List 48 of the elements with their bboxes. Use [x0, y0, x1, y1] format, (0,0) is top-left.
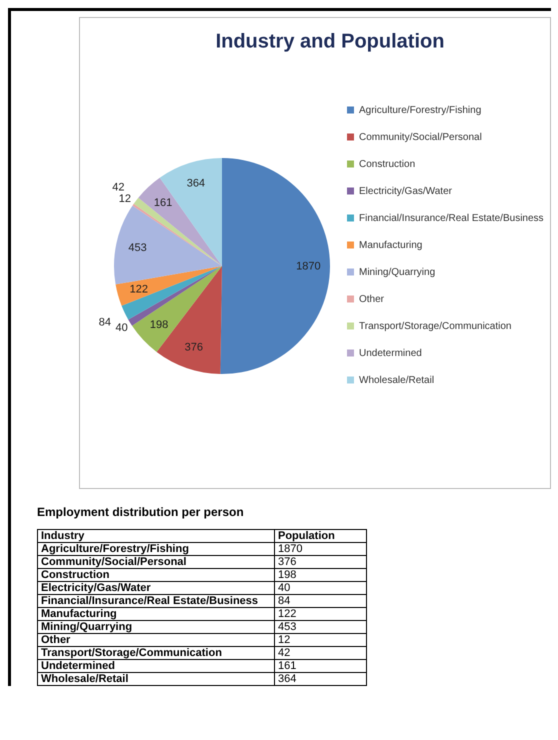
data-label: 1870 [296, 260, 321, 273]
category-label: Mining/Quarrying [38, 620, 274, 634]
data-label: 40 [115, 322, 128, 334]
category-label: Transport/Storage/Communication [38, 646, 274, 660]
data-label: 40 [274, 582, 366, 594]
data-label: 453 [274, 620, 366, 634]
data-label: 161 [154, 196, 172, 209]
category-label: Electricity/Gas/Water [38, 582, 274, 594]
text: Industry [38, 530, 274, 542]
data-label: 198 [150, 319, 168, 332]
legend-label: Wholesale/Retail [359, 374, 434, 386]
data-label: 364 [186, 178, 206, 190]
legend-label: Other [359, 294, 385, 305]
legend-label: Financial/Insurance/Real Estate/Business [359, 212, 544, 224]
data-label: 198 [274, 568, 366, 582]
category-label: Financial/Insurance/Real Estate/Business [38, 594, 274, 608]
legend-label: Undetermined [359, 348, 422, 359]
data-label: 453 [128, 242, 147, 254]
category-label: Undetermined [38, 660, 274, 672]
legend-label: Construction [359, 158, 416, 170]
data-label: 122 [130, 283, 148, 296]
category-label: Community/Social/Personal [38, 556, 274, 568]
legend-label: Community/Social/Personal [359, 132, 482, 143]
data-label: 42 [112, 181, 125, 194]
data-label: 42 [274, 646, 366, 660]
legend-label: Manufacturing [359, 240, 422, 251]
data-label: 364 [274, 672, 366, 686]
data-label: 84 [98, 316, 111, 328]
text: Employment distribution per person [37, 505, 245, 519]
category-label: Manufacturing [38, 608, 274, 620]
data-label: 1870 [274, 542, 366, 556]
data-label: 12 [118, 193, 131, 206]
data-label: 122 [274, 608, 366, 620]
category-label: Other [38, 634, 274, 646]
category-label: Agriculture/Forestry/Fishing [38, 542, 274, 556]
legend-label: Transport/Storage/Communication [359, 320, 512, 332]
data-label: 12 [274, 634, 366, 646]
category-label: Wholesale/Retail [38, 672, 274, 686]
text: Population [274, 530, 366, 542]
chart-title: Industry and Population [216, 30, 444, 53]
category-label: Construction [38, 568, 274, 582]
data-label: 161 [274, 660, 366, 672]
data-label: 376 [274, 556, 366, 568]
data-label: 84 [274, 594, 366, 608]
data-label: 376 [184, 342, 203, 354]
legend-label: Agriculture/Forestry/Fishing [359, 104, 482, 116]
legend-label: Electricity/Gas/Water [359, 186, 453, 197]
legend-label: Mining/Quarrying [359, 266, 436, 278]
